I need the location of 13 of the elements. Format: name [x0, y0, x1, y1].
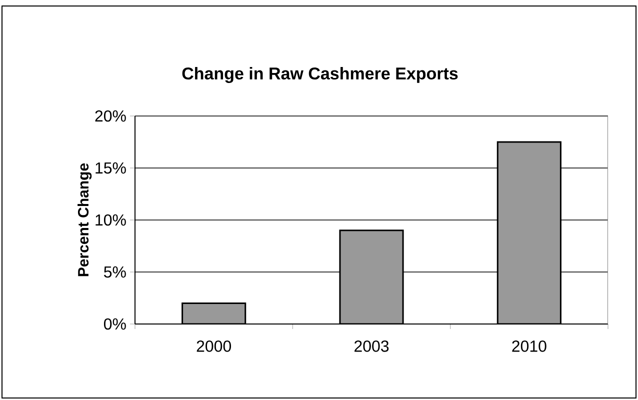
y-tick-label: 0% [104, 318, 126, 330]
y-axis-title: Percent Change [78, 163, 92, 276]
x-tick-label: 2003 [354, 340, 389, 352]
y-tick-label: 20% [95, 110, 126, 122]
y-tick-label: 15% [96, 162, 126, 174]
bar [182, 302, 246, 324]
x-tick-label: 2010 [512, 340, 546, 352]
y-tick-label: 5% [104, 266, 126, 278]
bar [339, 230, 404, 324]
bar [496, 141, 562, 324]
y-tick-label: 10% [96, 214, 126, 226]
x-tick-label: 2000 [196, 340, 232, 352]
chart-title: Change in Raw Cashmere Exports [182, 67, 458, 83]
